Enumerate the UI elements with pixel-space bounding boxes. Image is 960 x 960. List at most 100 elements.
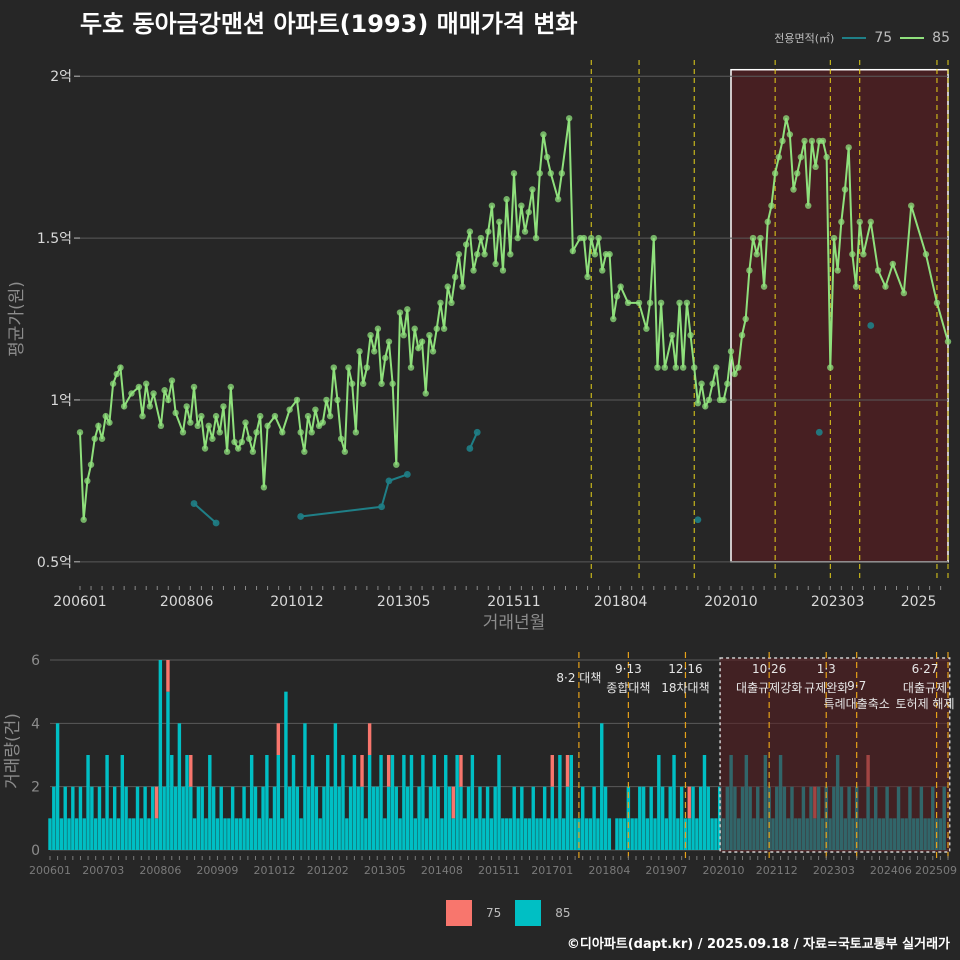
bar-85	[120, 755, 125, 850]
bar-85	[474, 818, 478, 850]
bar-85	[390, 755, 395, 850]
policy-label: 9·7	[847, 679, 866, 693]
bar-85	[333, 723, 338, 850]
x-tick-label: 202303	[811, 594, 864, 610]
bar-85	[288, 786, 292, 850]
bar-85	[82, 818, 86, 850]
bar-75	[565, 755, 570, 787]
bar-85	[493, 786, 497, 850]
bar-85	[139, 818, 144, 850]
bar-85	[386, 786, 391, 850]
x-tick-label: 200806	[139, 864, 181, 877]
policy-label: 12·16	[668, 662, 702, 676]
bar-85	[542, 786, 547, 850]
bar-85	[508, 818, 513, 850]
point-75	[378, 503, 385, 511]
bar-75	[367, 723, 372, 755]
bar-85	[356, 786, 360, 850]
bar-85	[257, 818, 261, 850]
bar-85	[219, 786, 223, 850]
point-75	[473, 428, 481, 436]
bar-85	[329, 786, 334, 850]
y-tick-label: 2	[31, 780, 40, 796]
bar-85	[447, 786, 452, 850]
bar-85	[284, 691, 288, 850]
bar-85	[535, 818, 539, 850]
bar-85	[280, 818, 284, 850]
y-tick-label: 6	[31, 653, 40, 669]
y-tick-label: 1.5억	[37, 231, 72, 247]
bar-85	[626, 786, 631, 850]
x-tick-label: 201907	[645, 864, 687, 877]
bar-85	[132, 818, 136, 850]
bar-85	[375, 786, 379, 850]
bar-85	[230, 786, 235, 850]
highlight-region	[730, 68, 949, 563]
bar-85	[97, 786, 102, 850]
point-75	[190, 500, 198, 507]
y-tick-label: 0	[31, 843, 40, 859]
bar-85	[695, 818, 699, 850]
bar-85	[645, 818, 650, 850]
bar-85	[352, 755, 357, 850]
bar-85	[112, 786, 117, 850]
bar-85	[615, 818, 619, 850]
point-75	[403, 471, 411, 478]
bar-75	[459, 755, 463, 787]
bar-85	[478, 786, 482, 850]
chart-canvas: 0.5억 1억 1.5억 2억 200601 200806 201012 201305 2015…	[3, 60, 957, 877]
bar-85	[638, 786, 642, 850]
bar-85	[428, 786, 433, 850]
bar-85	[520, 786, 524, 850]
bar-85	[181, 786, 185, 850]
bar-85	[341, 755, 345, 850]
bar-85	[569, 755, 574, 850]
bar-75	[154, 786, 159, 819]
bar-85	[215, 818, 220, 850]
page-title: 두호 동아금강맨션 아파트(1993) 매매가격 변화	[80, 10, 578, 38]
bar-85	[668, 786, 672, 850]
point-75	[815, 428, 823, 436]
bar-85	[246, 818, 250, 850]
bar-85	[527, 818, 532, 850]
policy-label: 6·27	[912, 662, 939, 676]
bar-85	[101, 818, 105, 850]
bar-85	[497, 755, 501, 850]
x-tick-label: 201511	[487, 594, 540, 610]
bar-85	[154, 818, 159, 850]
bar-85	[242, 786, 246, 850]
bar-85	[516, 818, 520, 850]
legend-top: 전용면적(㎡) 75 85	[774, 30, 950, 46]
bar-75	[451, 786, 456, 819]
highlight-region	[719, 657, 951, 853]
bar-85	[192, 818, 197, 850]
policy-label: 10·26	[752, 662, 786, 676]
x-tick-label: 200909	[196, 864, 238, 877]
bar-85	[299, 818, 303, 850]
bar-75	[687, 786, 691, 819]
bar-85	[463, 818, 467, 850]
bar-85	[603, 786, 608, 850]
bar-75	[189, 755, 193, 787]
bar-85	[364, 818, 368, 850]
bar-85	[592, 786, 596, 850]
bar-85	[691, 786, 695, 850]
line-75	[193, 502, 217, 524]
bar-85	[436, 786, 440, 850]
x-tick-label: 200806	[160, 594, 214, 610]
bar-85	[581, 786, 585, 850]
bar-75	[276, 723, 281, 755]
bar-85	[227, 818, 231, 850]
bar-85	[147, 818, 151, 850]
x-tick-label: 201202	[307, 864, 349, 877]
legend-bottom-85-swatch	[515, 900, 542, 926]
bar-85	[706, 786, 710, 850]
bar-85	[124, 786, 128, 850]
bar-85	[714, 818, 718, 850]
x-tick-label: 201804	[588, 864, 630, 877]
bar-85	[78, 786, 83, 850]
bar-85	[432, 755, 437, 850]
bar-85	[600, 723, 604, 850]
bar-85	[561, 818, 566, 850]
bar-85	[660, 786, 665, 850]
